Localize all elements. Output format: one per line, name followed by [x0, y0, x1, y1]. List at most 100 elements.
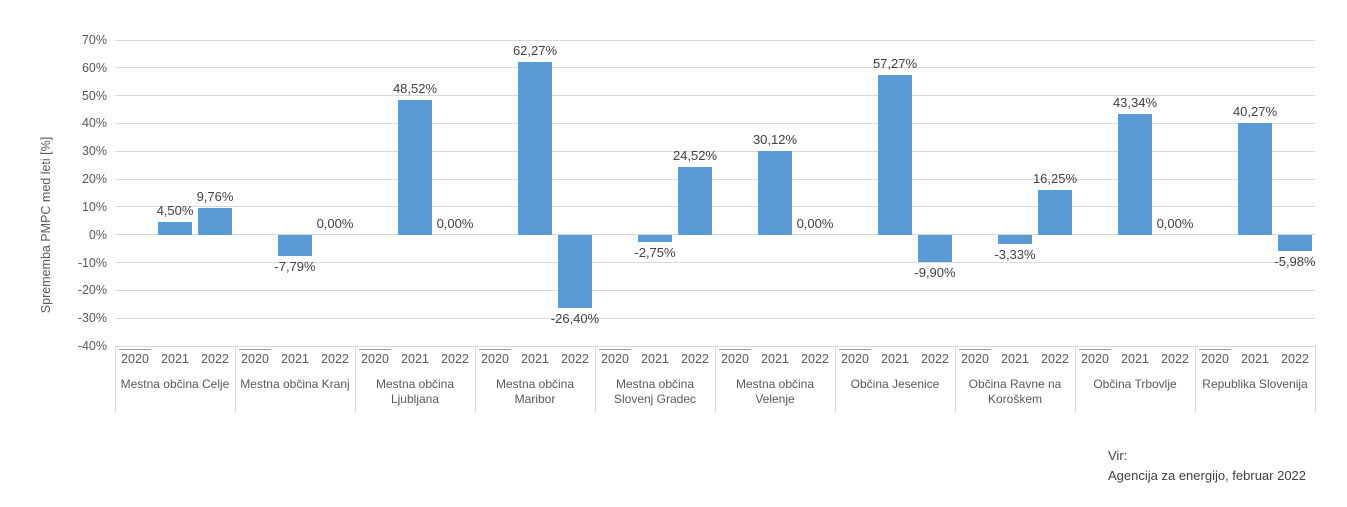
year-2020-mark	[599, 349, 631, 350]
year-label: 2022	[1041, 352, 1069, 366]
year-2020-mark	[479, 349, 511, 350]
year-label: 2022	[681, 352, 709, 366]
group-divider	[355, 346, 356, 413]
bar-value-label: -5,98%	[1274, 254, 1316, 270]
group-divider	[835, 346, 836, 413]
bar-value-label: 0,00%	[436, 215, 474, 231]
bar-2021	[998, 234, 1032, 244]
gridline	[115, 317, 1315, 319]
y-tick-label: -10%	[77, 255, 107, 270]
bar-value-label: 0,00%	[1156, 215, 1194, 231]
gridline	[115, 178, 1315, 180]
group-divider	[235, 346, 236, 413]
category-label: Mestna občina Celje	[120, 377, 230, 391]
bar-2021	[758, 150, 792, 235]
year-label: 2020	[1201, 352, 1229, 366]
year-label: 2022	[321, 352, 349, 366]
year-label: 2021	[1121, 352, 1149, 366]
bar-value-label: 40,27%	[1232, 103, 1278, 119]
bar-2022	[558, 234, 592, 309]
group-divider	[955, 346, 956, 413]
gridline	[115, 39, 1315, 41]
year-2020-mark	[719, 349, 751, 350]
gridline	[115, 289, 1315, 291]
bar-2021	[158, 222, 192, 235]
y-tick-label: 70%	[81, 33, 107, 47]
y-axis-title: Sprememba PMPC med leti [%]	[39, 136, 53, 314]
year-label: 2020	[361, 352, 389, 366]
year-2020-mark	[839, 349, 871, 350]
bar-2022	[1038, 189, 1072, 235]
year-2020-mark	[359, 349, 391, 350]
year-label: 2022	[801, 352, 829, 366]
bar-value-label: 57,27%	[872, 56, 918, 72]
year-label: 2021	[1001, 352, 1029, 366]
bar-value-label: 0,00%	[796, 215, 834, 231]
category-label: Mestna občina Ljubljana	[375, 377, 455, 406]
source-note: Vir: Agencija za energijo, februar 2022	[1108, 446, 1306, 486]
group-divider	[475, 346, 476, 413]
year-label: 2020	[121, 352, 149, 366]
bar-value-label: -2,75%	[634, 245, 676, 261]
year-label: 2022	[1161, 352, 1189, 366]
year-label: 2022	[201, 352, 229, 366]
year-2020-mark	[239, 349, 271, 350]
category-label: Mestna občina Maribor	[495, 377, 575, 406]
gridline	[115, 206, 1315, 208]
year-label: 2022	[921, 352, 949, 366]
year-label: 2020	[961, 352, 989, 366]
group-divider	[1075, 346, 1076, 413]
category-label: Mestna občina Slovenj Gradec	[613, 377, 697, 406]
year-label: 2022	[441, 352, 469, 366]
year-label: 2021	[761, 352, 789, 366]
category-label: Mestna občina Velenje	[735, 377, 815, 406]
bar-2022	[1278, 234, 1312, 252]
bar-2021	[1238, 122, 1272, 235]
group-divider	[1315, 346, 1316, 413]
bar-value-label: 9,76%	[196, 188, 234, 204]
bar-value-label: 16,25%	[1032, 170, 1078, 186]
year-label: 2020	[481, 352, 509, 366]
year-label: 2021	[401, 352, 429, 366]
bar-value-label: -7,79%	[274, 259, 316, 275]
year-2020-mark	[959, 349, 991, 350]
y-tick-label: 0%	[88, 227, 107, 242]
year-label: 2020	[1081, 352, 1109, 366]
gridline	[115, 95, 1315, 97]
year-label: 2021	[521, 352, 549, 366]
gridline	[115, 67, 1315, 69]
category-label: Občina Jesenice	[850, 377, 940, 391]
bar-value-label: 24,52%	[672, 147, 718, 163]
bar-value-label: 43,34%	[1112, 95, 1158, 111]
bar-2022	[918, 234, 952, 263]
bar-2022	[678, 166, 712, 235]
year-label: 2021	[641, 352, 669, 366]
year-label: 2020	[721, 352, 749, 366]
gridline	[115, 234, 1315, 236]
group-divider	[1195, 346, 1196, 413]
year-label: 2022	[1281, 352, 1309, 366]
group-divider	[115, 346, 116, 413]
gridline	[115, 262, 1315, 264]
y-tick-label: 40%	[81, 116, 107, 131]
category-label: Republika Slovenija	[1202, 377, 1308, 391]
year-label: 2022	[561, 352, 589, 366]
year-label: 2021	[881, 352, 909, 366]
group-divider	[595, 346, 596, 413]
source-text: Agencija za energijo, februar 2022	[1108, 468, 1307, 483]
bar-value-label: -3,33%	[994, 246, 1036, 262]
bar-value-label: -26,40%	[550, 311, 600, 327]
y-tick-label: -20%	[77, 283, 107, 298]
bar-value-label: 48,52%	[392, 80, 438, 96]
y-tick-label: 20%	[81, 172, 107, 187]
category-label: Mestna občina Kranj	[240, 377, 350, 391]
bar-2021	[398, 99, 432, 235]
year-label: 2021	[281, 352, 309, 366]
year-label: 2020	[241, 352, 269, 366]
bar-2021	[1118, 114, 1152, 235]
y-tick-label: 10%	[81, 199, 107, 214]
bar-2021	[518, 61, 552, 235]
bar-2021	[278, 234, 312, 257]
y-tick-label: 30%	[81, 144, 107, 159]
